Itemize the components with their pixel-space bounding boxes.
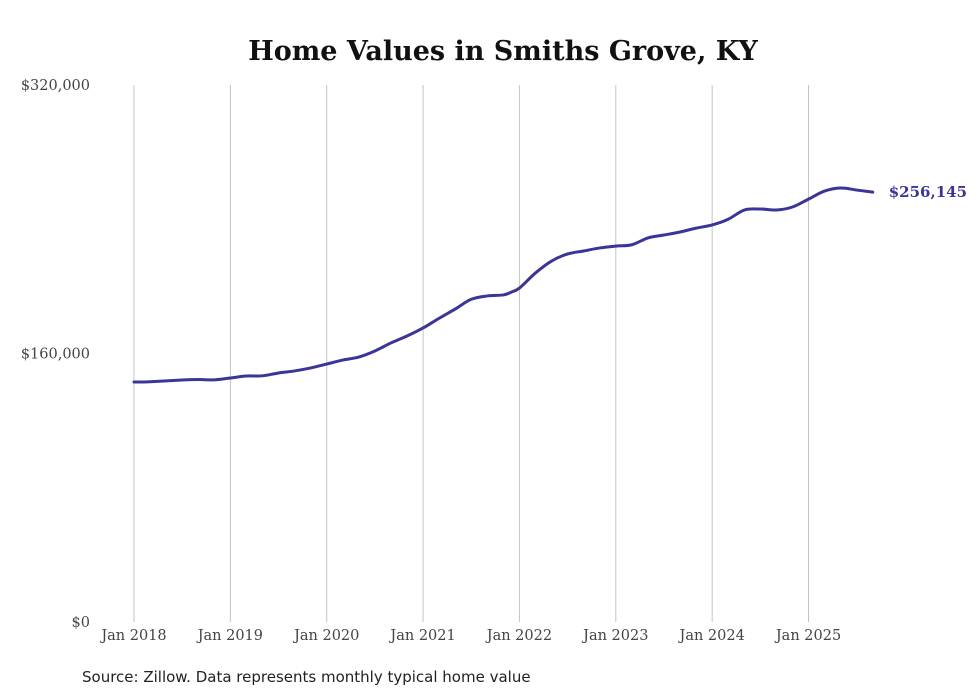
x-tick-label: Jan 2025 [774, 628, 841, 644]
gridlines [133, 85, 810, 622]
line-chart: Home Values in Smiths Grove, KY $0 $160,0… [21, 36, 967, 644]
x-axis: Jan 2018 Jan 2019 Jan 2020 Jan 2021 Jan 2022… [99, 628, 841, 644]
series-group: $256,145 [132, 183, 967, 384]
x-tick-label: Jan 2024 [678, 628, 745, 644]
y-axis: $0 $160,000 $320,000 [21, 78, 90, 631]
y-tick-label: $0 [72, 615, 90, 631]
x-tick-label: Jan 2019 [196, 628, 263, 644]
x-tick-label: Jan 2021 [388, 628, 455, 644]
x-tick-label: Jan 2022 [485, 628, 552, 644]
y-tick-label: $160,000 [21, 347, 90, 363]
end-value-label: $256,145 [889, 183, 967, 201]
chart-title: Home Values in Smiths Grove, KY [248, 36, 758, 67]
source-note: Source: Zillow. Data represents monthly … [82, 668, 531, 686]
x-tick-label: Jan 2023 [581, 628, 648, 644]
y-tick-label: $320,000 [21, 78, 90, 94]
series-line [132, 186, 875, 384]
x-tick-label: Jan 2018 [99, 628, 166, 644]
x-tick-label: Jan 2020 [292, 628, 359, 644]
